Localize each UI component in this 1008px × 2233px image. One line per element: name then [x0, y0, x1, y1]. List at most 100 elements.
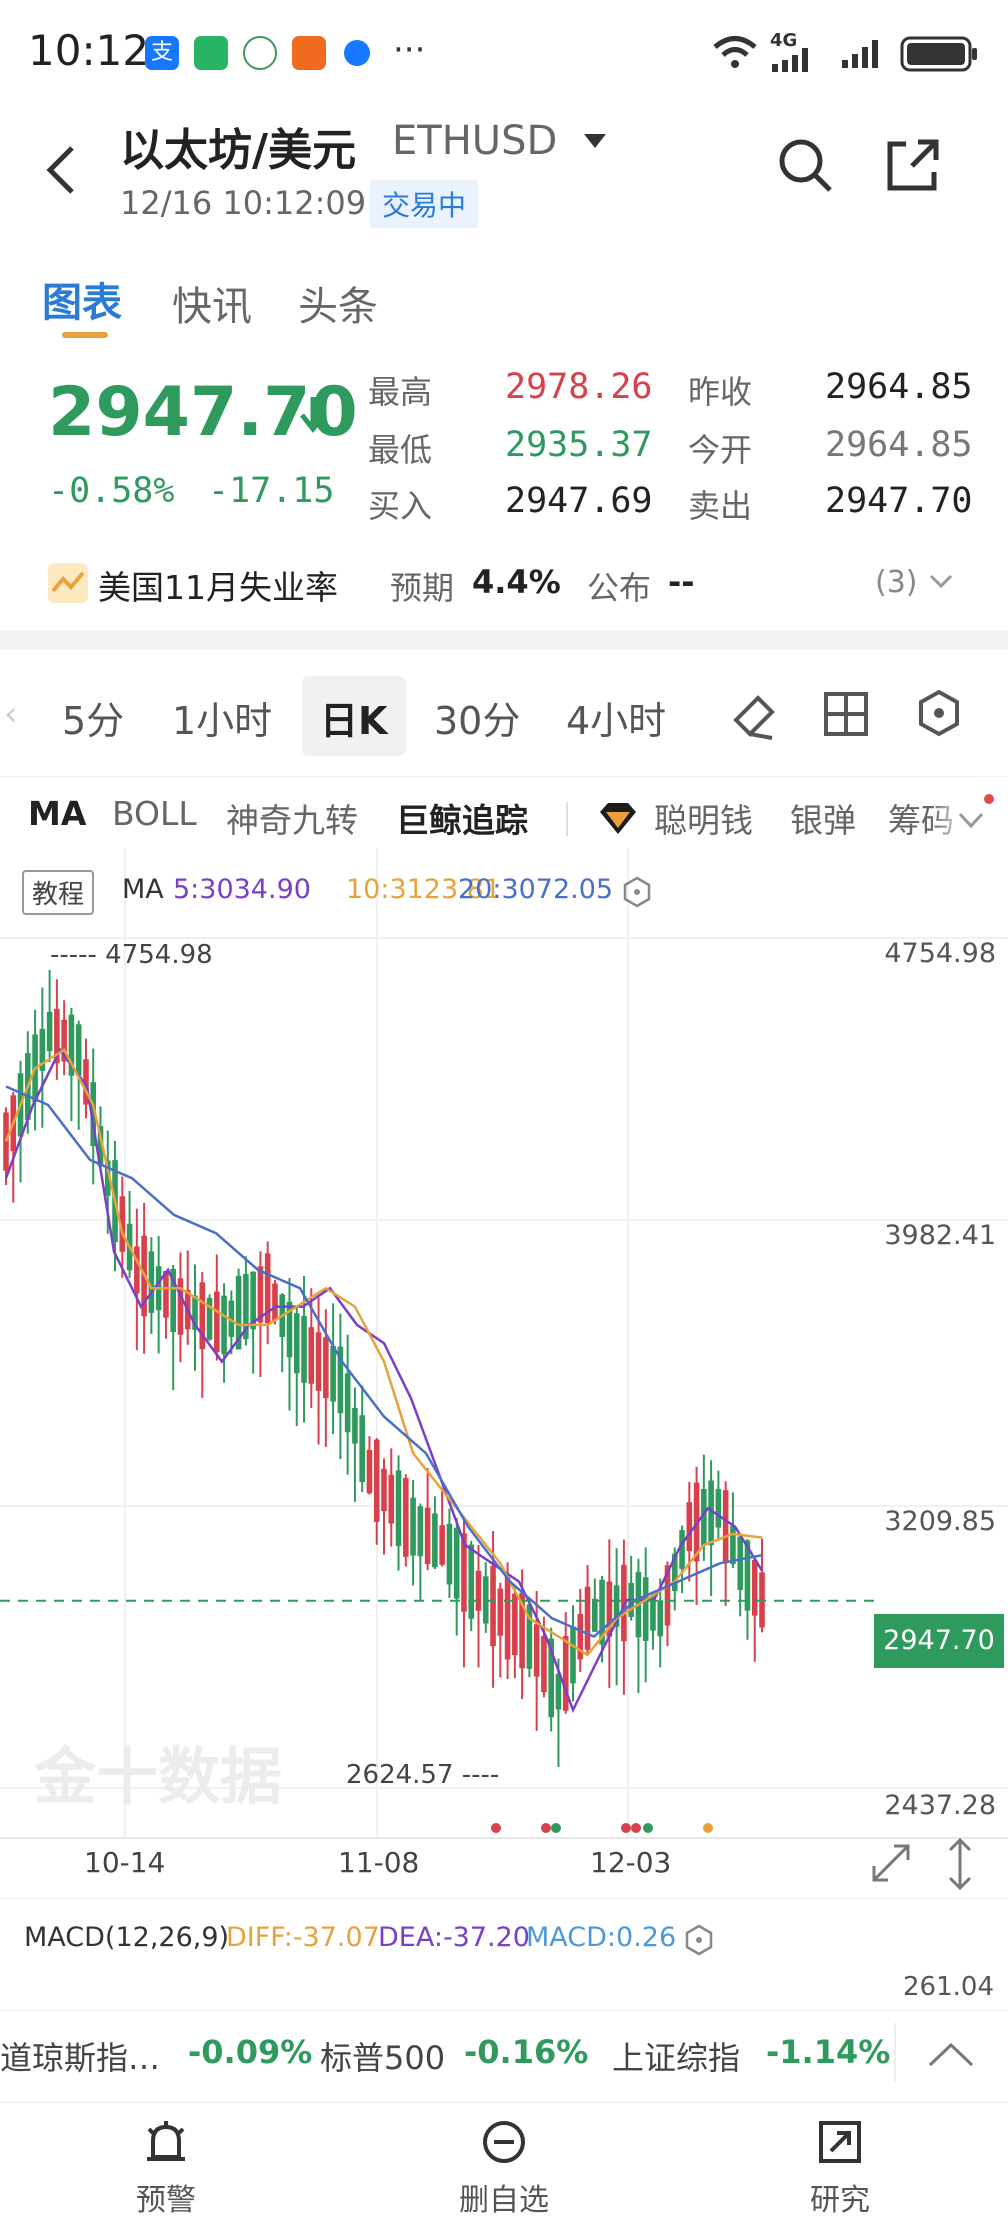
event-published-value: -- — [668, 563, 695, 601]
indicator-silver-bullet[interactable]: 银弹 — [790, 801, 856, 840]
candle-body — [366, 1449, 373, 1494]
vertical-resize-icon[interactable] — [942, 1836, 978, 1892]
candle-body — [599, 1579, 605, 1645]
battery-icon — [900, 36, 977, 72]
index-dow-name: 道琼斯指… — [0, 2039, 161, 2077]
candle-body — [708, 1480, 714, 1546]
chevron-down-icon[interactable] — [928, 573, 954, 591]
candle-body — [482, 1576, 489, 1624]
kline-chart-area[interactable]: 教程 MA 5:3034.90 10:3123.81 20:3072.05 47… — [0, 848, 1008, 1848]
event-count: (3) — [875, 565, 918, 600]
candle-body — [657, 1600, 664, 1637]
chevron-up-icon[interactable] — [926, 2039, 976, 2069]
instrument-symbol[interactable]: ETHUSD — [392, 118, 558, 164]
prev-close-value: 2964.85 — [825, 367, 973, 407]
x-label-1: 10-14 — [84, 1846, 166, 1879]
indicator-fade — [930, 790, 1008, 850]
period-4hour[interactable]: 4小时 — [566, 699, 667, 743]
candle-body — [533, 1624, 540, 1677]
macd-top-value: 261.04 — [903, 1972, 994, 2002]
nav-remove-watchlist[interactable]: 删自选 — [404, 2117, 604, 2219]
candle-body — [286, 1301, 293, 1358]
tab-flash-news[interactable]: 快讯 — [172, 284, 252, 330]
alarm-icon — [147, 2121, 185, 2161]
candle-body — [134, 1246, 140, 1294]
x-label-3: 12-03 — [590, 1846, 672, 1879]
index-ticker-bar[interactable]: 道琼斯指… -0.09% 标普500 -0.16% 上证综指 -1.14% — [0, 2010, 1008, 2103]
layout-grid-icon[interactable] — [822, 690, 870, 738]
header: 以太坊/美元 ETHUSD 12/16 10:12:09 交易中 — [0, 100, 1008, 260]
index-sp500-name: 标普500 — [320, 2039, 446, 2077]
period-30min[interactable]: 30分 — [434, 699, 521, 743]
economic-event-row[interactable]: 美国11月失业率 预期 4.4% 公布 -- (3) — [0, 555, 1008, 615]
event-dot — [551, 1823, 561, 1833]
search-icon[interactable] — [776, 136, 836, 196]
candle-body — [592, 1598, 598, 1632]
minus-circle-icon — [483, 2121, 525, 2163]
open-label: 今开 — [688, 431, 753, 469]
candle-body — [170, 1268, 176, 1332]
period-1hour[interactable]: 1小时 — [172, 699, 273, 743]
candle-body — [577, 1613, 584, 1660]
candle-body — [512, 1593, 518, 1656]
tutorial-button[interactable]: 教程 — [22, 870, 95, 915]
period-5min[interactable]: 5分 — [62, 699, 125, 743]
indicator-td9[interactable]: 神奇九转 — [226, 801, 358, 840]
fullscreen-icon[interactable] — [868, 1840, 914, 1886]
ma20-value: 20:3072.05 — [458, 874, 614, 905]
settings-hexagon-icon[interactable] — [914, 688, 964, 738]
candle-body — [119, 1196, 126, 1252]
macd-settings-icon[interactable] — [684, 1924, 714, 1956]
high-marker: ----- 4754.98 — [50, 940, 213, 970]
index-shanghai-change: -1.14% — [766, 2033, 891, 2071]
tab-chart[interactable]: 图表 — [42, 280, 122, 326]
tab-headlines[interactable]: 头条 — [298, 284, 378, 330]
candle-body — [751, 1559, 758, 1616]
draw-tool-icon[interactable] — [728, 690, 780, 742]
candle-body — [199, 1282, 206, 1350]
share-icon — [819, 2121, 861, 2163]
indicator-smart-money[interactable]: 聪明钱 — [654, 801, 753, 840]
tab-bar: 图表 快讯 头条 — [0, 260, 1008, 340]
signal-icon — [772, 48, 808, 72]
kline-chart[interactable] — [0, 848, 1008, 1848]
ma-legend-label: MA — [122, 874, 164, 905]
diamond-icon — [600, 803, 636, 834]
indicator-boll[interactable]: BOLL — [112, 794, 197, 833]
nav-research-label: 研究 — [810, 2183, 870, 2218]
period-daily[interactable]: 日K — [320, 699, 388, 743]
alipay-icon: 支 — [145, 36, 179, 70]
candle-body — [39, 1028, 46, 1071]
ma10-value: 10:3123.81 — [346, 874, 502, 905]
candle-body — [381, 1468, 387, 1512]
share-icon[interactable] — [884, 136, 944, 196]
indicator-whale[interactable]: 巨鲸追踪 — [396, 801, 528, 840]
candle-body — [373, 1439, 380, 1522]
event-dot — [703, 1823, 713, 1833]
candle-body — [642, 1577, 649, 1641]
candle-body — [744, 1540, 751, 1611]
nav-research[interactable]: 研究 — [740, 2117, 940, 2219]
candle-body — [548, 1638, 554, 1718]
x-axis: 10-14 11-08 12-03 — [0, 1837, 1008, 1896]
candle-body — [613, 1585, 620, 1627]
candle-body — [75, 1024, 82, 1076]
candle-body — [606, 1581, 613, 1637]
event-dot — [491, 1823, 501, 1833]
x-label-2: 11-08 — [338, 1846, 420, 1879]
candle-body — [264, 1253, 271, 1324]
indicator-ma[interactable]: MA — [28, 794, 87, 833]
symbol-dropdown-icon[interactable] — [582, 132, 608, 150]
tab-indicator — [62, 332, 108, 338]
back-icon[interactable] — [40, 140, 80, 200]
candle-body — [3, 1112, 9, 1171]
candle-body — [90, 1082, 97, 1147]
candle-body — [671, 1553, 678, 1592]
nav-alert[interactable]: 预警 — [66, 2117, 266, 2219]
section-divider — [0, 630, 1008, 650]
candle-body — [388, 1474, 395, 1524]
macd-label: MACD(12,26,9) — [24, 1922, 230, 1953]
event-dot — [541, 1823, 551, 1833]
ma-settings-icon[interactable] — [622, 876, 652, 908]
expand-indicators-icon[interactable] — [956, 804, 986, 834]
